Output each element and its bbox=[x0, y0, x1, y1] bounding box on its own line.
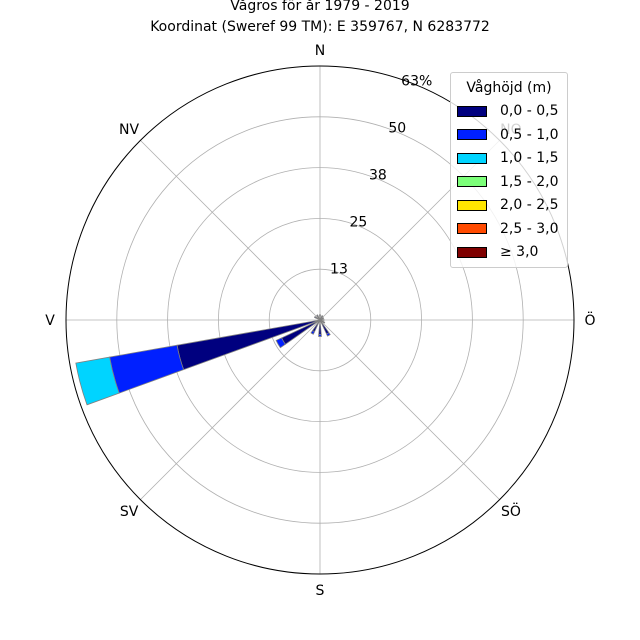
rose-bar-255-bin-2 bbox=[75, 356, 120, 406]
chart-subtitle: Koordinat (Sweref 99 TM): E 359767, N 62… bbox=[150, 19, 490, 35]
rose-bar-300-bin-1 bbox=[313, 315, 317, 319]
legend-item: 1,5 - 2,0 bbox=[457, 172, 558, 192]
rose-bar-0-bin-1 bbox=[319, 314, 321, 317]
legend-label: 1,0 - 1,5 bbox=[500, 150, 559, 166]
legend-swatch bbox=[457, 223, 487, 234]
rose-bar-255-bin-1 bbox=[109, 344, 185, 394]
legend-label: 0,0 - 0,5 bbox=[500, 103, 559, 119]
direction-label-V: V bbox=[45, 313, 55, 329]
legend-label: ≥ 3,0 bbox=[500, 244, 539, 260]
radial-tick-label: 38 bbox=[369, 168, 387, 184]
legend-swatch bbox=[457, 199, 487, 211]
legend-item: ≥ 3,0 bbox=[457, 242, 538, 262]
legend-swatch bbox=[457, 105, 487, 117]
chart-title: Vågros för år 1979 - 2019 bbox=[230, 0, 410, 14]
legend-label: 0,5 - 1,0 bbox=[500, 126, 559, 143]
rose-bar-150-bin-1 bbox=[325, 331, 331, 337]
radial-tick-label: 25 bbox=[349, 214, 367, 230]
legend-item: 0,0 - 0,5 bbox=[457, 101, 558, 121]
grid-spoke bbox=[319, 319, 500, 500]
legend-item: 2,5 - 3,0 bbox=[457, 219, 558, 239]
radial-tick-label: 50 bbox=[388, 121, 406, 137]
rose-bar-90-bin-1 bbox=[322, 319, 325, 321]
legend: Våghöjd (m) 0,0 - 0,5 0,5 - 1,0 1,0 - 1,5 1… bbox=[450, 72, 568, 268]
direction-label-NV: NV bbox=[119, 122, 139, 138]
rose-bar-330-bin-1 bbox=[316, 314, 319, 317]
legend-swatch bbox=[457, 152, 487, 164]
legend-item: 1,0 - 1,5 bbox=[457, 148, 558, 168]
direction-label-SÖ: SÖ bbox=[501, 502, 521, 520]
rose-bar-180-bin-1 bbox=[318, 334, 322, 337]
rose-bar-255-bin-0 bbox=[176, 319, 321, 371]
grid-spoke bbox=[140, 319, 321, 500]
legend-label: 1,5 - 2,0 bbox=[500, 173, 559, 190]
legend-swatch bbox=[457, 129, 487, 140]
direction-label-SV: SV bbox=[120, 504, 139, 520]
legend-label: 2,0 - 2,5 bbox=[500, 197, 559, 213]
radial-tick-label: 63% bbox=[401, 74, 432, 90]
legend-swatch bbox=[457, 176, 487, 187]
rose-bar-120-bin-1 bbox=[322, 321, 326, 324]
radial-tick-label: 13 bbox=[330, 261, 348, 277]
legend-title: Våghöjd (m) bbox=[466, 80, 552, 96]
legend-swatch bbox=[457, 246, 487, 258]
direction-label-N: N bbox=[315, 43, 325, 59]
legend-item: 2,0 - 2,5 bbox=[457, 195, 558, 215]
rose-bar-240-bin-1 bbox=[275, 337, 286, 349]
legend-label: 2,5 - 3,0 bbox=[500, 220, 559, 237]
direction-label-Ö: Ö bbox=[584, 311, 595, 329]
direction-label-S: S bbox=[316, 583, 325, 599]
grid-spoke bbox=[140, 140, 321, 321]
rose-bar-30-bin-1 bbox=[321, 315, 324, 318]
rose-bar-210-bin-1 bbox=[310, 330, 316, 335]
outer-circle bbox=[65, 65, 575, 575]
legend-item: 0,5 - 1,0 bbox=[457, 125, 558, 145]
rose-bar-60-bin-1 bbox=[322, 317, 325, 320]
